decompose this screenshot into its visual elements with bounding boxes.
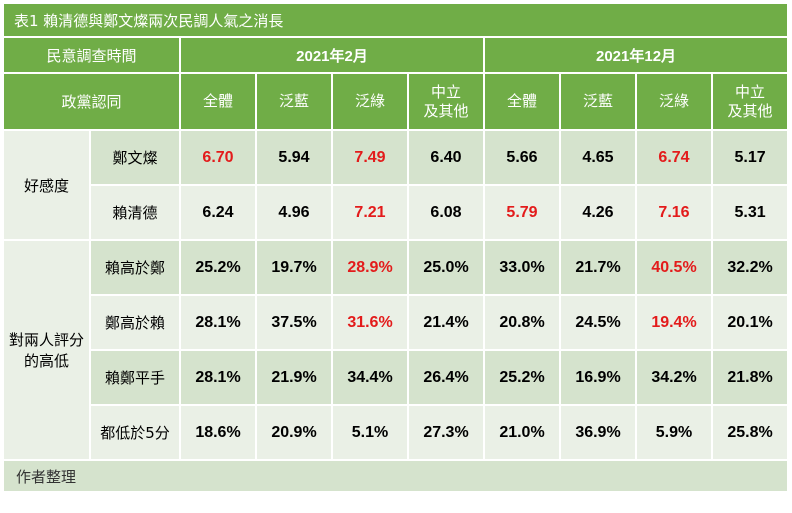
value-cell: 4.96 [255, 184, 333, 241]
value-cell: 21.8% [710, 349, 790, 406]
value-cell: 31.6% [331, 294, 409, 351]
value-cell: 21.7% [559, 239, 637, 296]
value-cell: 27.3% [407, 404, 485, 461]
period-header: 2021年12月 [482, 36, 790, 74]
poll-table: 表1 賴清德與鄭文燦兩次民調人氣之消長 民意調查時間 2021年2月 2021年… [1, 2, 790, 493]
value-cell: 28.1% [179, 349, 257, 406]
column-header: 全體 [483, 72, 561, 131]
value-cell: 7.49 [331, 129, 409, 186]
table-row: 都低於5分 18.6% 20.9% 5.1% 27.3% 21.0% 36.9% 5.9% 25… [3, 404, 790, 461]
group-label: 對兩人評分 的高低 [2, 239, 91, 461]
value-cell: 19.4% [635, 294, 713, 351]
value-cell: 6.70 [179, 129, 257, 186]
group-label: 好感度 [2, 129, 91, 241]
party-identification-label: 政黨認同 [2, 72, 181, 131]
source-note: 作者整理 [1, 459, 790, 493]
column-header: 泛綠 [635, 72, 713, 131]
table-row: 對兩人評分 的高低 賴高於鄭 25.2% 19.7% 28.9% 25.0% 33.0% 21… [2, 239, 790, 461]
row-label: 賴清德 [89, 184, 181, 241]
value-cell: 5.1% [331, 404, 409, 461]
value-cell: 18.6% [179, 404, 257, 461]
value-cell: 4.26 [559, 184, 637, 241]
value-cell: 5.31 [710, 184, 790, 241]
table-title: 表1 賴清德與鄭文燦兩次民調人氣之消長 [1, 2, 790, 38]
value-cell: 6.40 [407, 129, 485, 186]
value-cell: 33.0% [483, 239, 561, 296]
row-label: 鄭文燦 [89, 129, 181, 186]
value-cell: 20.1% [710, 294, 790, 351]
value-cell: 20.9% [255, 404, 333, 461]
value-cell: 25.2% [179, 239, 257, 296]
value-cell: 37.5% [255, 294, 333, 351]
value-cell: 19.7% [255, 239, 333, 296]
column-header: 泛藍 [559, 72, 637, 131]
value-cell: 5.79 [483, 184, 561, 241]
table-row: 賴鄭平手 28.1% 21.9% 34.4% 26.4% 25.2% 16.9% 34.2% 2… [3, 349, 790, 406]
survey-time-label: 民意調查時間 [2, 36, 181, 74]
value-cell: 34.4% [331, 349, 409, 406]
row-label: 賴鄭平手 [89, 349, 181, 406]
value-cell: 24.5% [559, 294, 637, 351]
table-row: 好感度 鄭文燦 6.70 5.94 7.49 6.40 5.66 4.65 6.74 5.17 [2, 129, 790, 241]
table-row: 賴清德 6.24 4.96 7.21 6.08 5.79 4.26 7.16 5.31 [3, 184, 790, 241]
value-cell: 5.66 [483, 129, 561, 186]
table-row: 鄭高於賴 28.1% 37.5% 31.6% 21.4% 20.8% 24.5% 19.4% 2… [3, 294, 790, 351]
value-cell: 28.1% [179, 294, 257, 351]
row-label: 都低於5分 [89, 404, 181, 461]
value-cell: 5.9% [635, 404, 713, 461]
value-cell: 34.2% [635, 349, 713, 406]
poll-table-figure: 表1 賴清德與鄭文燦兩次民調人氣之消長 民意調查時間 2021年2月 2021年… [1, 2, 790, 493]
value-cell: 25.2% [483, 349, 561, 406]
value-cell: 21.9% [255, 349, 333, 406]
value-cell: 16.9% [559, 349, 637, 406]
column-header: 全體 [179, 72, 257, 131]
column-header: 中立 及其他 [407, 72, 485, 131]
column-header: 泛綠 [331, 72, 409, 131]
value-cell: 6.74 [635, 129, 713, 186]
row-label: 賴高於鄭 [89, 239, 181, 296]
value-cell: 5.94 [255, 129, 333, 186]
value-cell: 40.5% [635, 239, 713, 296]
period-header: 2021年2月 [179, 36, 485, 74]
value-cell: 6.08 [407, 184, 485, 241]
row-label: 鄭高於賴 [89, 294, 181, 351]
value-cell: 6.24 [179, 184, 257, 241]
value-cell: 36.9% [559, 404, 637, 461]
value-cell: 21.0% [483, 404, 561, 461]
value-cell: 7.16 [635, 184, 713, 241]
value-cell: 26.4% [407, 349, 485, 406]
value-cell: 7.21 [331, 184, 409, 241]
value-cell: 21.4% [407, 294, 485, 351]
value-cell: 4.65 [559, 129, 637, 186]
column-header: 泛藍 [255, 72, 333, 131]
value-cell: 25.8% [710, 404, 790, 461]
value-cell: 25.0% [407, 239, 485, 296]
value-cell: 28.9% [331, 239, 409, 296]
column-header: 中立 及其他 [710, 72, 790, 131]
value-cell: 5.17 [710, 129, 790, 186]
value-cell: 32.2% [710, 239, 790, 296]
value-cell: 20.8% [483, 294, 561, 351]
